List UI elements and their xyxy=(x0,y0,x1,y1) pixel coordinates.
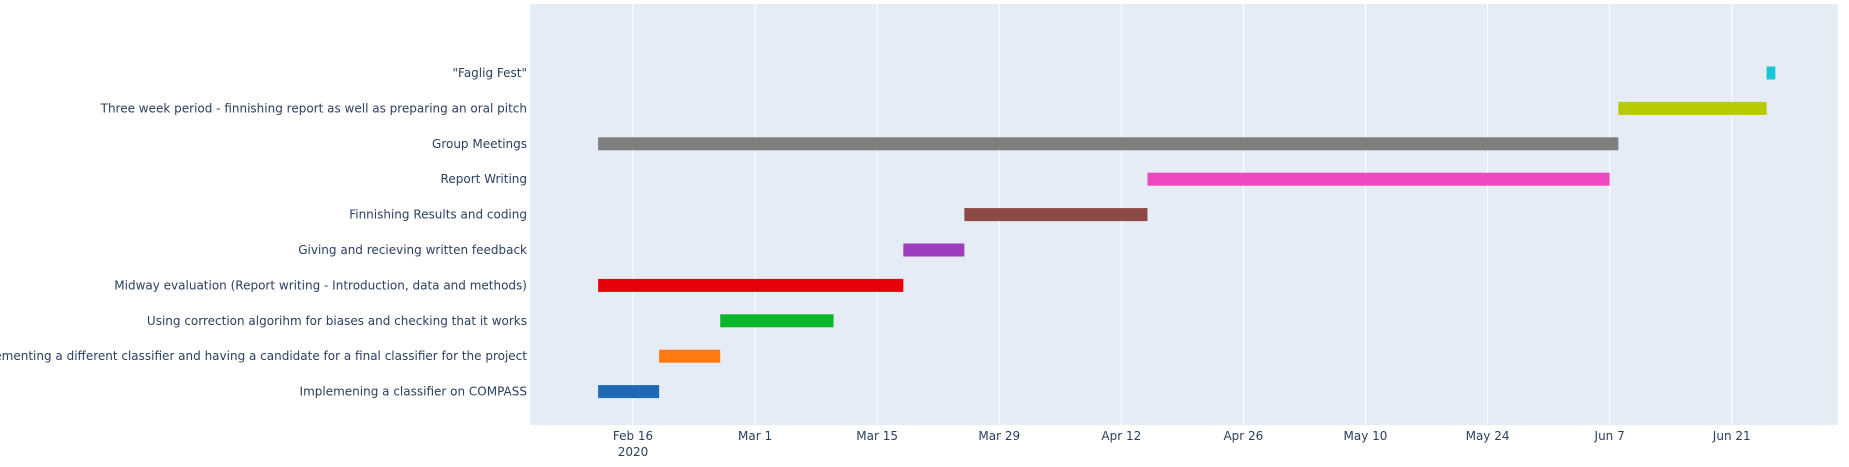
x-tick-label: Jun 7 xyxy=(1594,429,1625,443)
task-bar xyxy=(598,137,1619,151)
task-bar xyxy=(598,278,904,292)
x-tick-label: May 24 xyxy=(1466,429,1510,443)
x-tick-labels: Feb 16 2020 Mar 1 Mar 15 Mar 29 Apr 12 Apr 26 M… xyxy=(613,429,1751,459)
y-tick-label: Group Meetings xyxy=(432,137,527,151)
x-tick-sublabel: 2020 xyxy=(618,445,649,459)
y-tick-label: Three week period - finnishing report as… xyxy=(100,101,527,115)
x-tick-label: Mar 15 xyxy=(856,429,898,443)
x-tick-label: May 10 xyxy=(1344,429,1388,443)
task-bar xyxy=(720,314,834,328)
x-tick-label: Feb 16 xyxy=(613,429,653,443)
task-bars xyxy=(598,66,1776,399)
x-tick-label: Apr 26 xyxy=(1223,429,1263,443)
task-bar xyxy=(598,385,660,399)
y-tick-label: "Faglig Fest" xyxy=(453,66,528,80)
y-tick-label: Implementing a different classifier and … xyxy=(0,349,527,363)
y-tick-label: Report Writing xyxy=(441,172,527,186)
x-tick-label: Mar 1 xyxy=(738,429,772,443)
x-tick-label: Jun 21 xyxy=(1712,429,1751,443)
x-tick-label: Mar 29 xyxy=(978,429,1020,443)
y-tick-label: Using correction algorihm for biases and… xyxy=(147,314,527,328)
x-tick-label: Apr 12 xyxy=(1101,429,1141,443)
task-bar xyxy=(1147,172,1610,186)
task-bar xyxy=(1618,101,1767,115)
y-tick-label: Implemening a classifier on COMPASS xyxy=(300,385,527,399)
task-bar xyxy=(659,349,721,363)
y-tick-labels: Implemening a classifier on COMPASS Imple… xyxy=(0,66,527,399)
task-bar xyxy=(964,208,1148,222)
y-tick-label: Midway evaluation (Report writing - Intr… xyxy=(114,278,527,292)
plot-background xyxy=(530,4,1838,425)
task-bar xyxy=(1766,66,1776,80)
y-tick-label: Finnishing Results and coding xyxy=(349,208,527,222)
y-tick-label: Giving and recieving written feedback xyxy=(298,243,527,257)
task-bar xyxy=(903,243,965,257)
